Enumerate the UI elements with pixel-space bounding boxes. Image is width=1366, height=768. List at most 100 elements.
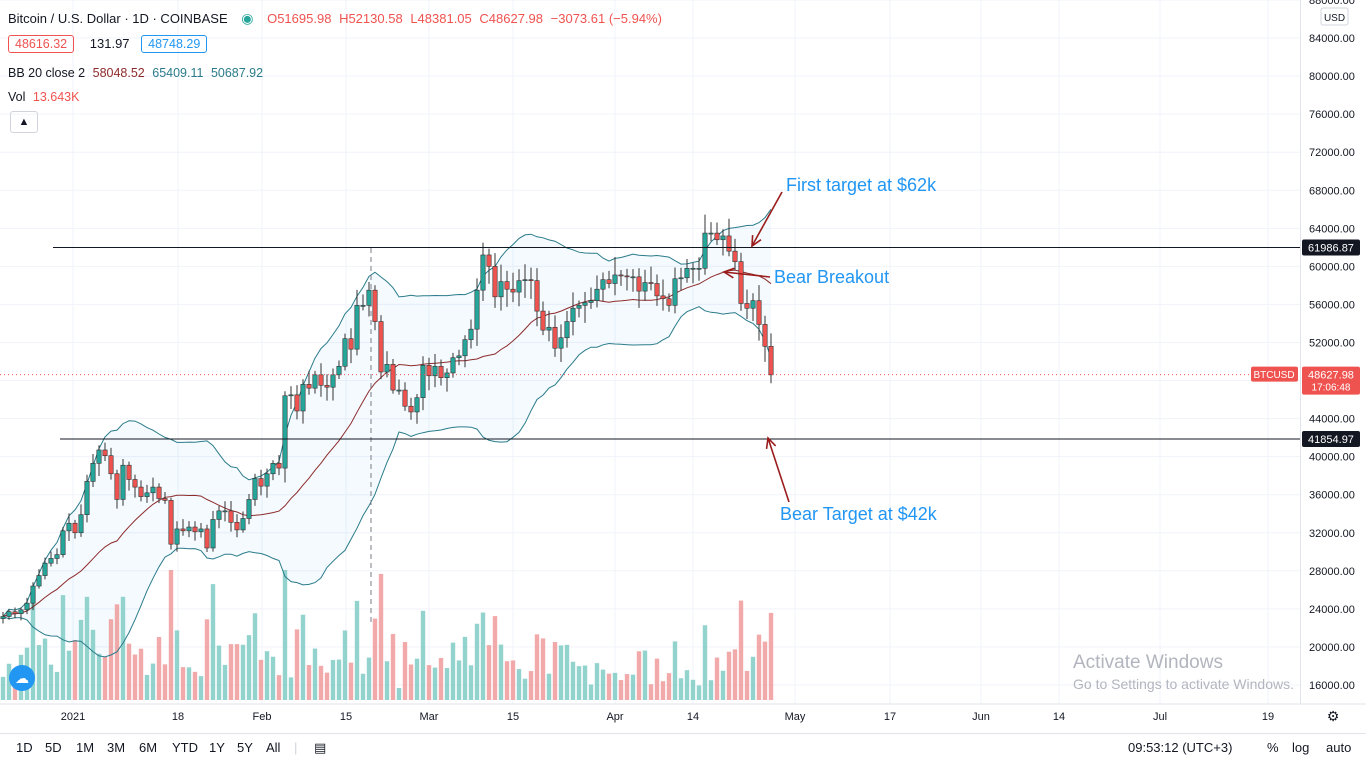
volume-bar [678, 678, 684, 700]
volume-bar [216, 645, 222, 700]
y-tick-label: 84000.00 [1309, 33, 1355, 45]
candle-body [270, 463, 276, 475]
volume-bar [558, 645, 564, 700]
collapse-legend-button[interactable]: ▲ [10, 111, 38, 133]
bb-legend[interactable]: BB 20 close 2 58048.52 65409.11 50687.92 [8, 66, 267, 80]
x-tick-label: Feb [253, 711, 272, 723]
percent-toggle[interactable]: % [1267, 740, 1279, 755]
auto-toggle[interactable]: auto [1326, 740, 1352, 755]
candle-body [606, 279, 612, 284]
volume-bar [360, 673, 366, 700]
candle-body [384, 364, 390, 373]
x-tick-label: Mar [420, 711, 439, 723]
candle-body [30, 585, 36, 604]
spread-value: 131.97 [89, 36, 130, 51]
volume-bar [258, 659, 264, 700]
tf-5d[interactable]: 5D [45, 740, 62, 755]
candle-body [354, 305, 360, 350]
candle-body [312, 374, 318, 389]
y-tick-label: 60000.00 [1309, 261, 1355, 273]
volume-bar [282, 570, 288, 700]
volume-bar [546, 673, 552, 700]
volume-bar [72, 640, 78, 700]
candle-body [714, 232, 720, 241]
y-tick-label: 76000.00 [1309, 109, 1355, 121]
candle-body [186, 526, 192, 532]
annotation-arrow-bear-breakout [723, 271, 771, 278]
x-tick-label: 17 [884, 711, 896, 723]
tf-1m[interactable]: 1M [76, 740, 95, 755]
watermark-subtitle: Go to Settings to activate Windows. [1073, 676, 1294, 692]
volume-bar [582, 665, 588, 700]
volume-bar [180, 667, 186, 700]
candle-body [66, 522, 72, 532]
clock-readout[interactable]: 09:53:12 (UTC+3) [1128, 740, 1233, 755]
bb-upper-value: 65409.11 [152, 66, 204, 80]
tf-1d[interactable]: 1D [16, 740, 33, 755]
candle-body [240, 518, 246, 531]
candle-body [348, 338, 354, 350]
tf-all[interactable]: All [266, 740, 281, 755]
y-tick-label: 88000.00 [1309, 0, 1355, 7]
volume-bar [708, 680, 714, 700]
volume-bar [630, 674, 636, 700]
volume-legend[interactable]: Vol 13.643K [8, 90, 83, 104]
tradingview-logo [9, 665, 35, 691]
buy-button[interactable]: 48748.29 [141, 35, 208, 53]
candle-body [96, 449, 102, 464]
candle-body [378, 321, 384, 373]
volume-bar [672, 641, 678, 700]
symbol-title[interactable]: Bitcoin / U.S. Dollar · 1D · COINBASE [8, 11, 228, 26]
volume-bar [444, 667, 450, 700]
volume-bar [648, 684, 654, 700]
volume-bar [36, 645, 42, 700]
x-tick-label: 2021 [61, 711, 85, 723]
currency-badge [1320, 7, 1349, 26]
cloud-icon: ☁ [15, 670, 29, 686]
candle-body [618, 274, 624, 277]
ohlc-change: −3073.61 (−5.94%) [550, 11, 662, 26]
volume-bar [198, 676, 204, 700]
volume-bar [372, 618, 378, 700]
volume-bar [348, 662, 354, 700]
x-tick-label: May [785, 711, 806, 723]
volume-bar [294, 629, 300, 700]
date-range-icon[interactable]: ▤ [314, 740, 327, 755]
log-toggle[interactable]: log [1292, 740, 1310, 755]
volume-bar [660, 681, 666, 700]
candle-body [300, 384, 306, 412]
candle-body [582, 302, 588, 306]
candle-body [168, 500, 174, 545]
candle-body [90, 463, 96, 482]
volume-bar [666, 673, 672, 700]
bb-lower-line [2, 306, 772, 658]
candle-body [696, 267, 702, 270]
tf-ytd[interactable]: YTD [172, 740, 198, 755]
tf-3m[interactable]: 3M [107, 740, 126, 755]
candle-body [486, 254, 492, 267]
volume-bar [576, 666, 582, 700]
candle-body [72, 522, 78, 534]
x-tick-label: 15 [340, 711, 352, 723]
candle-body [78, 514, 84, 534]
level-price-label: 41854.97 [1308, 434, 1354, 446]
volume-bar [120, 596, 126, 700]
tf-1y[interactable]: 1Y [209, 740, 225, 755]
volume-bar [342, 630, 348, 700]
candle-body [126, 464, 132, 480]
candle-body [360, 305, 366, 307]
candle-body [60, 530, 66, 555]
tf-5y[interactable]: 5Y [237, 740, 253, 755]
sell-button[interactable]: 48616.32 [8, 35, 75, 53]
tf-6m[interactable]: 6M [139, 740, 158, 755]
volume-bar [48, 664, 54, 700]
candle-body [762, 324, 768, 347]
candle-body [474, 289, 480, 330]
volume-bar [300, 614, 306, 700]
volume-bar [564, 644, 570, 700]
volume-bar [324, 672, 330, 700]
volume-bar [684, 670, 690, 700]
volume-bar [702, 625, 708, 700]
volume-bar [468, 665, 474, 700]
